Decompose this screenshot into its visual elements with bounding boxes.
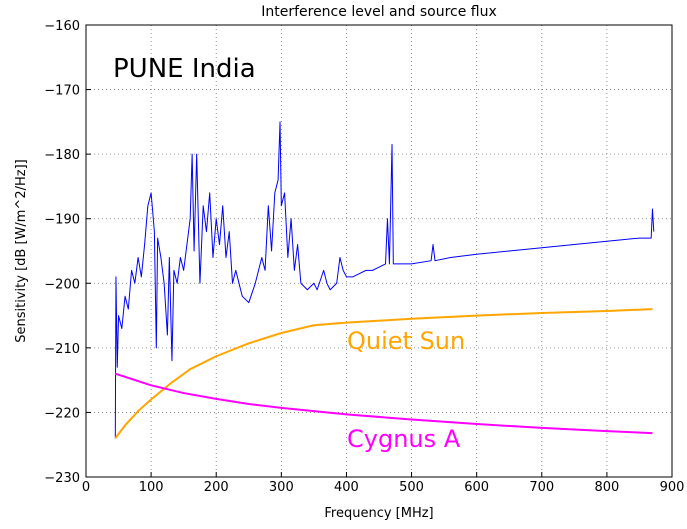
x-tick-label: 500 xyxy=(399,480,424,495)
x-tick-label: 400 xyxy=(334,480,359,495)
y-tick-label: −200 xyxy=(44,277,80,292)
x-axis-label: Frequency [MHz] xyxy=(324,506,433,521)
y-tick-label: −220 xyxy=(44,406,80,421)
x-tick-label: 600 xyxy=(464,480,489,495)
series-line xyxy=(114,308,653,439)
series-line xyxy=(114,121,655,439)
y-tick-label: −160 xyxy=(44,19,80,34)
x-tick-label: 900 xyxy=(660,480,685,495)
annotation: Quiet Sun xyxy=(347,327,465,355)
x-tick-label: 800 xyxy=(594,480,619,495)
y-tick-label: −190 xyxy=(44,213,80,228)
chart-title: Interference level and source flux xyxy=(261,4,497,20)
y-axis-label: Sensitivity [dB [W/m^2/Hz]] xyxy=(14,159,29,342)
y-tick-label: −180 xyxy=(44,148,80,163)
y-tick-label: −230 xyxy=(44,471,80,486)
x-tick-label: 0 xyxy=(82,480,90,495)
x-tick-label: 100 xyxy=(139,480,164,495)
x-tick-label: 300 xyxy=(269,480,294,495)
plot-frame xyxy=(85,24,673,478)
y-tick-label: −210 xyxy=(44,342,80,357)
annotation: PUNE India xyxy=(113,54,256,84)
annotation: Cygnus A xyxy=(347,425,461,453)
x-tick-label: 700 xyxy=(529,480,554,495)
y-tick-label: −170 xyxy=(44,84,80,99)
series-line xyxy=(114,372,653,435)
x-tick-label: 200 xyxy=(204,480,229,495)
